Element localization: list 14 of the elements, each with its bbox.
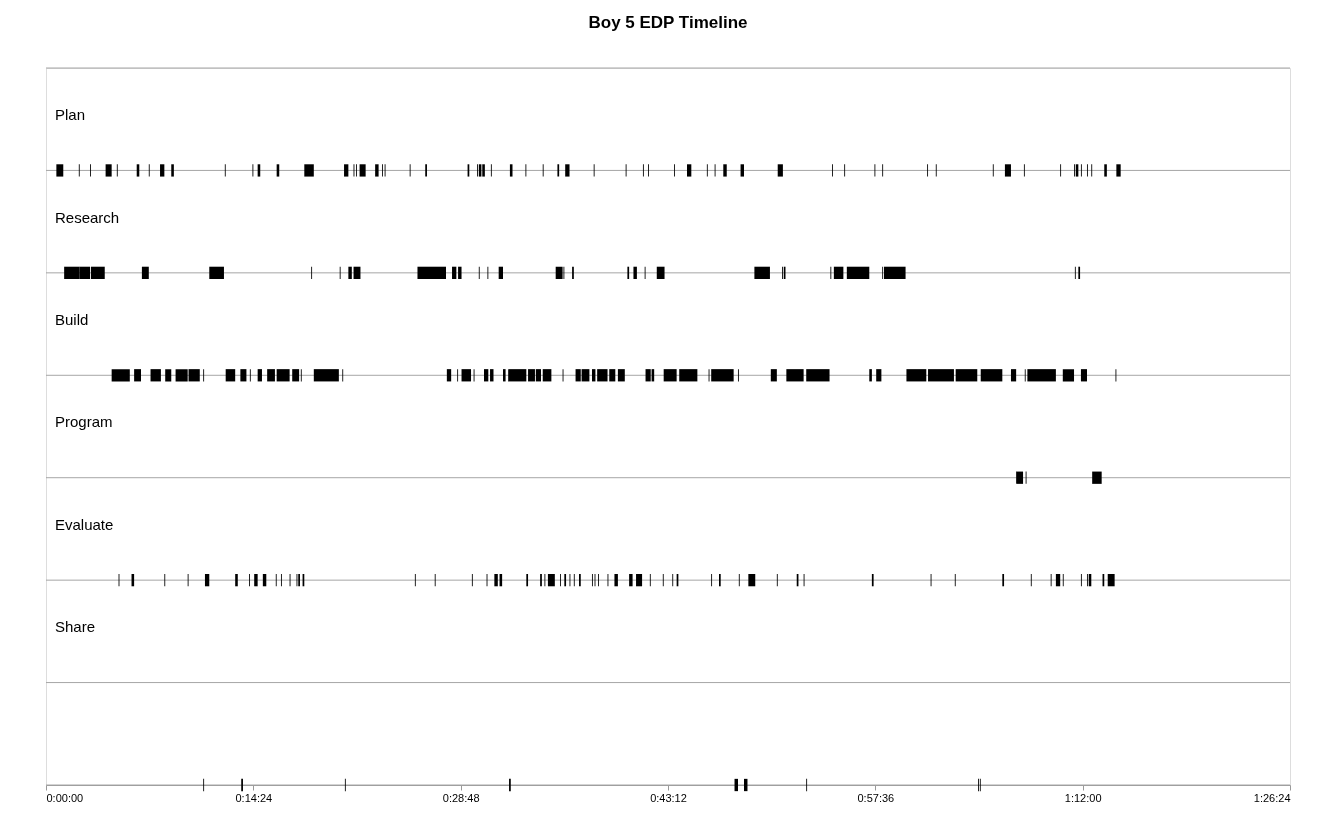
x-tick-label: 0:14:24 xyxy=(235,791,273,804)
x-tick-label: 0:28:48 xyxy=(442,791,480,804)
x-tick-label: 1:26:24 xyxy=(1253,791,1291,804)
y-tick-label: Build xyxy=(55,310,89,328)
y-tick-label: Share xyxy=(55,618,96,636)
x-tick-label: 0:57:36 xyxy=(857,791,895,804)
y-tick-label: Plan xyxy=(55,106,86,124)
y-tick-label: Research xyxy=(55,208,120,226)
x-tick-label: 0:43:12 xyxy=(650,791,687,804)
y-tick-label: Program xyxy=(55,413,113,431)
chart-title: Boy 5 EDP Timeline xyxy=(588,12,748,32)
y-tick-label: Evaluate xyxy=(55,515,114,533)
x-tick-label: 1:12:00 xyxy=(1064,791,1102,804)
x-tick-label: 0:00:00 xyxy=(46,791,84,804)
